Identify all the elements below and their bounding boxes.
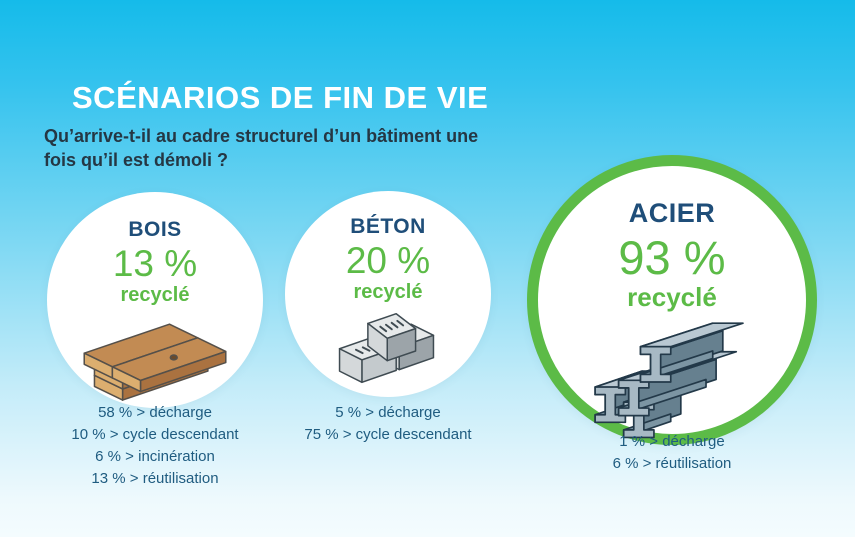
material-name: BOIS: [128, 218, 182, 241]
page-subtitle: Qu’arrive-t-il au cadre structurel d’un …: [44, 124, 478, 172]
breakdown-line: 5 % > décharge: [335, 404, 441, 421]
breakdown-line: 6 % > incinération: [95, 448, 215, 465]
recycled-percent: 13 %: [112, 243, 198, 284]
breakdown-line: 10 % > cycle descendant: [71, 426, 239, 443]
breakdown-line: 1 % > décharge: [619, 433, 725, 450]
recycled-label: recyclé: [627, 282, 717, 313]
page-title: SCÉNARIOS DE FIN DE VIE: [72, 80, 489, 115]
recycled-percent: 93 %: [618, 231, 726, 284]
recycled-percent: 20 %: [345, 240, 431, 281]
material-card-bois: BOIS 13 % recyclé: [47, 192, 263, 408]
breakdown-list-bois: 58 % > décharge 10 % > cycle descendant …: [40, 402, 270, 490]
recycled-label: recyclé: [120, 283, 190, 306]
material-card-acier: ACIER 93 % recyclé: [527, 155, 817, 445]
material-name: ACIER: [628, 198, 716, 228]
concrete-blocks-icon: [332, 310, 444, 392]
breakdown-line: 6 % > réutilisation: [612, 455, 732, 472]
wood-planks-icon: [74, 313, 236, 407]
subtitle-line-1: Qu’arrive-t-il au cadre structurel d’un …: [44, 126, 479, 146]
breakdown-list-acier: 1 % > décharge 6 % > réutilisation: [527, 431, 817, 475]
breakdown-line: 58 % > décharge: [98, 404, 212, 421]
steel-beams-icon: [588, 319, 756, 445]
recycled-label: recyclé: [353, 280, 423, 303]
breakdown-list-beton: 5 % > décharge 75 % > cycle descendant: [272, 402, 504, 446]
material-card-beton: BÉTON 20 % recyclé: [285, 191, 491, 397]
breakdown-line: 75 % > cycle descendant: [304, 426, 472, 443]
breakdown-line: 13 % > réutilisation: [91, 470, 219, 487]
material-name: BÉTON: [350, 215, 426, 238]
subtitle-line-2: fois qu’il est démoli ?: [44, 150, 229, 170]
